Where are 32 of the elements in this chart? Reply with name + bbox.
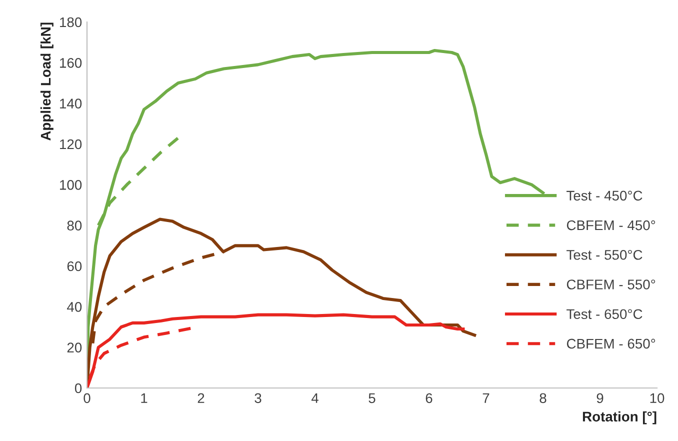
legend-label: CBFEM - 650° — [566, 338, 656, 349]
line-series — [96, 136, 180, 227]
x-tick-label: 8 — [540, 393, 546, 404]
y-tick-label: 80 — [67, 220, 82, 231]
x-tick-label: 6 — [426, 393, 432, 404]
y-tick-label: 120 — [60, 139, 82, 150]
x-tick-label: 10 — [650, 393, 664, 404]
y-tick-label: 100 — [60, 180, 82, 190]
legend-label: Test - 650°C — [566, 309, 642, 320]
legend-label: Test - 450°C — [566, 190, 642, 201]
line-series — [91, 250, 226, 345]
x-tick-label: 3 — [254, 393, 262, 404]
x-tick-label: 4 — [311, 393, 318, 403]
y-axis-title: Applied Load [kN] — [40, 22, 54, 140]
y-tick-label: 20 — [67, 342, 82, 353]
y-tick-label: 160 — [60, 58, 82, 68]
legend-label: CBFEM - 450° — [566, 220, 656, 230]
x-tick-label: 1 — [141, 393, 148, 403]
x-tick-label: 5 — [368, 393, 376, 404]
x-tick-label: 0 — [84, 393, 90, 404]
line-series — [87, 313, 465, 388]
x-axis-title: Rotation [°] — [582, 411, 656, 424]
y-tick-label: 60 — [67, 261, 82, 272]
legend-label: Test - 550°C — [566, 250, 642, 260]
x-tick-label: 2 — [198, 393, 204, 403]
legend-label: CBFEM - 550° — [566, 280, 656, 290]
y-tick-label: 40 — [67, 302, 82, 312]
x-tick-label: 9 — [596, 393, 604, 404]
y-tick-label: 140 — [60, 98, 82, 109]
x-tick-label: 7 — [482, 393, 490, 403]
y-tick-label: 180 — [60, 17, 82, 28]
y-tick-label: 0 — [74, 383, 82, 394]
